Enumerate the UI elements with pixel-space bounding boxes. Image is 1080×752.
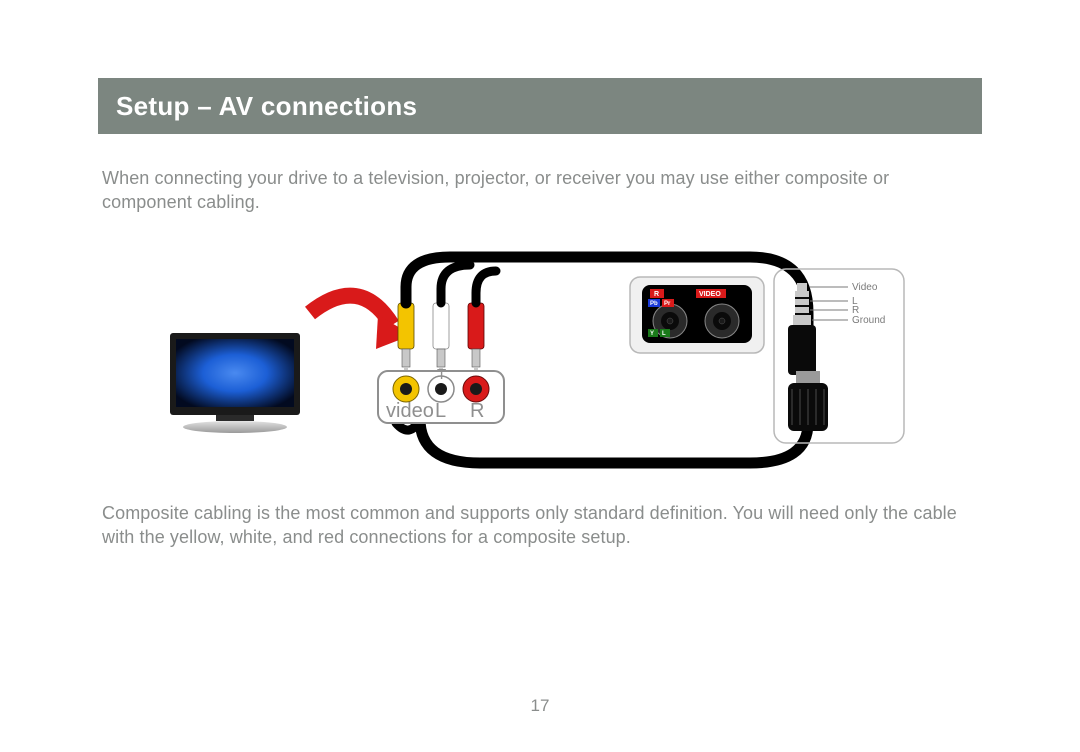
rca-plugs <box>398 303 484 375</box>
svg-text:T: T <box>437 366 446 383</box>
badge-l: L <box>662 331 666 337</box>
section-title: Setup – AV connections <box>116 91 417 122</box>
tv-icon <box>170 333 300 433</box>
jack-label-ground: Ground <box>852 315 885 326</box>
intro-paragraph: When connecting your drive to a televisi… <box>102 166 978 215</box>
badge-pr: Pr <box>664 301 671 307</box>
page-number: 17 <box>0 696 1080 716</box>
footnote-paragraph: Composite cabling is the most common and… <box>102 501 978 550</box>
badge-pb: Pb <box>650 301 658 307</box>
device-panel: R VIDEO Pb Pr Y L <box>630 277 764 353</box>
port-label-l: L <box>435 400 446 422</box>
section-header: Setup – AV connections <box>98 78 982 134</box>
badge-y: Y <box>650 331 654 337</box>
badge-r: R <box>654 291 659 298</box>
port-label-video: video <box>386 400 434 422</box>
power-plug-icon <box>788 371 828 431</box>
arrow-icon <box>310 295 412 348</box>
av-diagram: video L R T R <box>160 233 920 473</box>
rca-port-panel: video L R T <box>378 366 504 423</box>
port-label-r: R <box>470 400 484 422</box>
badge-video: VIDEO <box>699 291 721 298</box>
jack-label-video: Video <box>852 282 878 293</box>
